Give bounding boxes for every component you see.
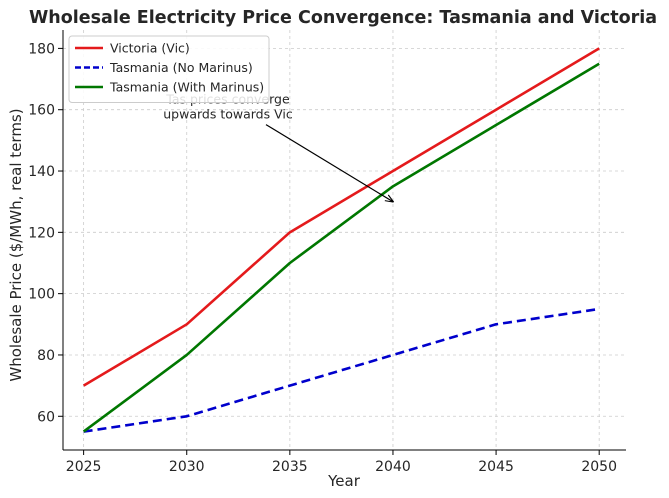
- y-axis-label: Wholesale Price ($/MWh, real terms): [7, 108, 25, 381]
- y-tick-label-80: 80: [37, 348, 55, 364]
- series-line-2: [82, 62, 600, 433]
- legend-box: [68, 35, 270, 103]
- axes: 2025 2030 2035 2040 2045 2050 60 80 100 120 140 160…: [28, 30, 626, 475]
- grid: [63, 30, 626, 450]
- annotation-text-line-1: upwards towards Vic: [163, 107, 293, 122]
- series-line-1: [83, 307, 600, 433]
- y-tick-label-180: 180: [28, 41, 55, 57]
- y-tick-label-120: 120: [28, 225, 55, 241]
- y-tick-label-160: 160: [28, 103, 55, 119]
- series-line-0: [82, 47, 600, 387]
- annotation: Tas prices convergeupwards towards Vic: [163, 92, 393, 202]
- legend: Victoria (Vic) Tasmania (No Marinus) Tasma…: [68, 35, 270, 103]
- x-tick-label-2050: 2050: [581, 459, 617, 475]
- series-layer: [82, 47, 600, 433]
- x-tick-label-2030: 2030: [169, 459, 205, 475]
- x-tick-label-2040: 2040: [375, 459, 411, 475]
- legend-label-0: Victoria (Vic): [110, 41, 190, 56]
- x-tick-label-2045: 2045: [478, 459, 514, 475]
- legend-label-1: Tasmania (No Marinus): [109, 60, 253, 75]
- x-tick-label-2025: 2025: [66, 459, 102, 475]
- x-tick-label-2035: 2035: [272, 459, 308, 475]
- y-tick-label-60: 60: [37, 409, 55, 425]
- chart-title: Wholesale Electricity Price Convergence:…: [29, 8, 657, 28]
- y-tick-label-140: 140: [28, 164, 55, 180]
- annotation-arrow: [265, 124, 393, 202]
- y-tick-label-100: 100: [28, 287, 55, 303]
- x-axis-label: Year: [327, 472, 361, 490]
- legend-label-2: Tasmania (With Marinus): [109, 80, 264, 95]
